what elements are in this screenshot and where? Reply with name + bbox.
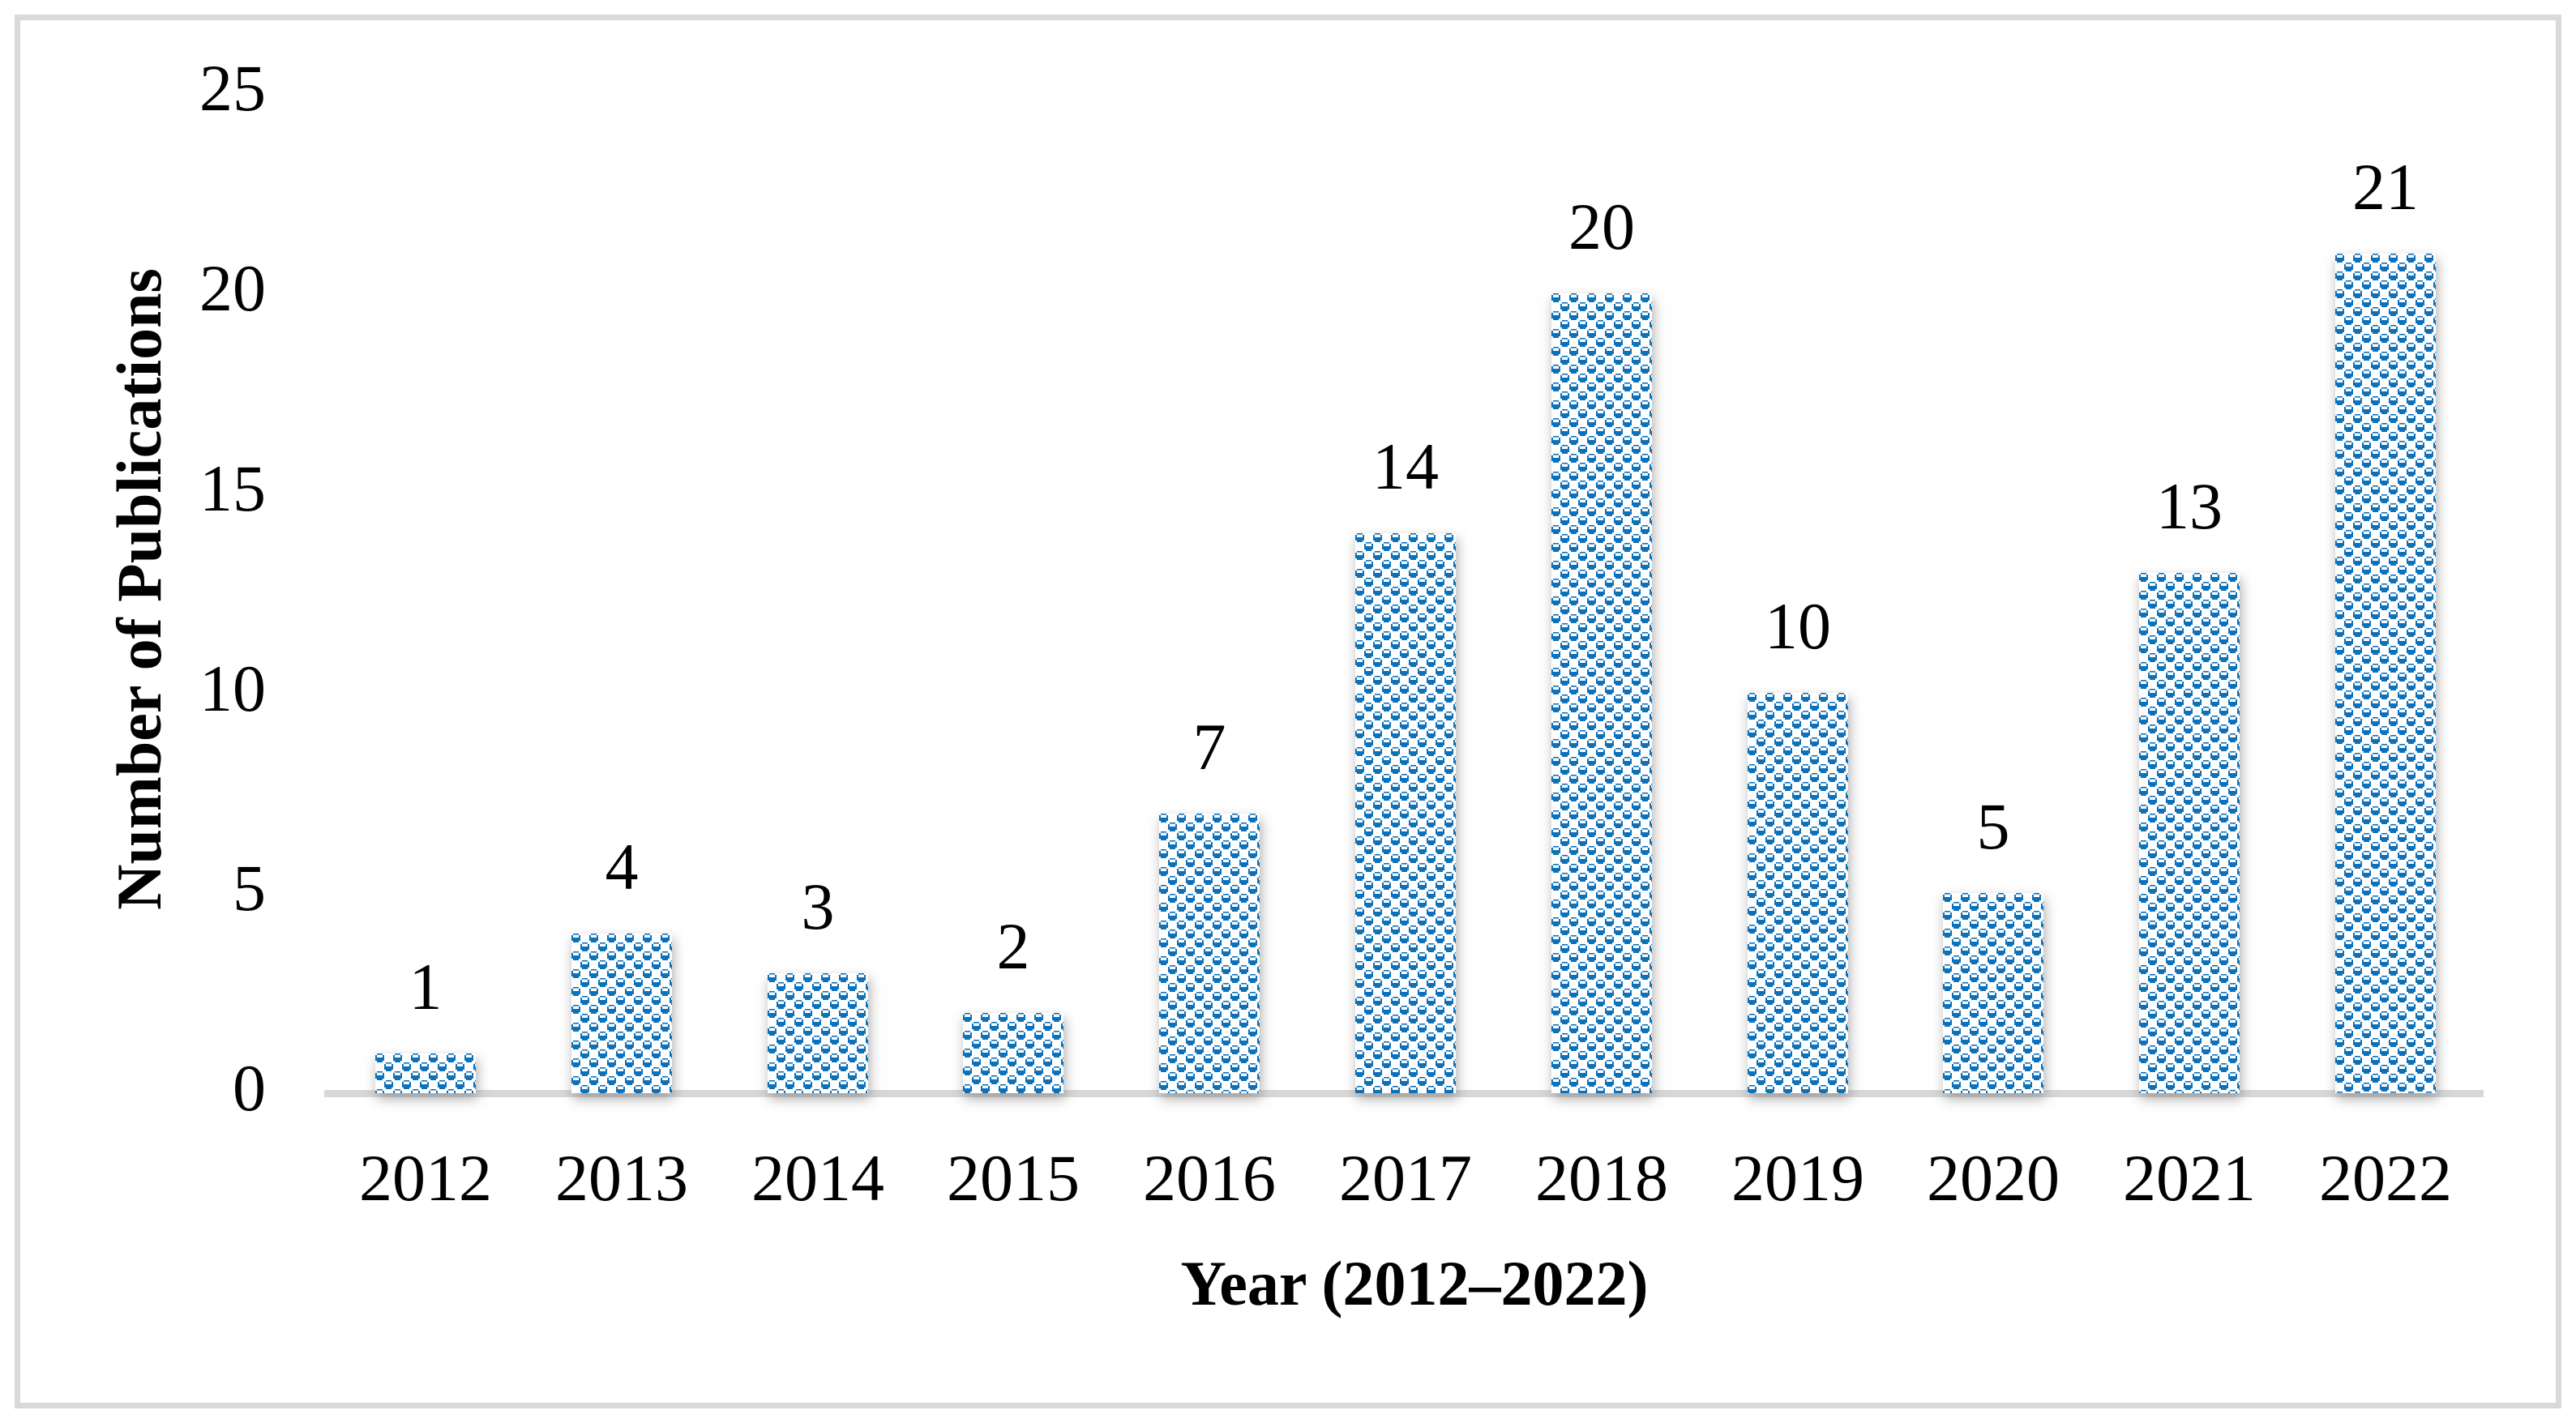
bar-value-label-2020: 5 — [1976, 789, 2010, 863]
x-tick-label-2019: 2019 — [1731, 1141, 1864, 1215]
x-tick-label-2022: 2022 — [2319, 1141, 2452, 1215]
bar-2019 — [1748, 693, 1848, 1093]
bar-value-label-2014: 3 — [801, 870, 835, 943]
bar-2022 — [2335, 254, 2436, 1093]
bar-value-label-2019: 10 — [1765, 589, 1831, 663]
bar-2014 — [768, 973, 868, 1093]
x-tick-label-2021: 2021 — [2123, 1141, 2256, 1215]
bar-value-label-2015: 2 — [996, 909, 1030, 983]
bar-2017 — [1355, 533, 1456, 1093]
bar-2021 — [2139, 573, 2240, 1093]
y-tick-label-5: 5 — [233, 851, 266, 925]
bar-value-label-2013: 4 — [605, 830, 639, 904]
chart-border — [15, 15, 2561, 1408]
x-tick-label-2013: 2013 — [555, 1141, 688, 1215]
bar-2015 — [963, 1013, 1063, 1093]
bar-value-label-2016: 7 — [1192, 710, 1226, 784]
x-tick-label-2012: 2012 — [359, 1141, 492, 1215]
bar-value-label-2018: 20 — [1568, 190, 1635, 263]
y-tick-label-0: 0 — [233, 1051, 266, 1125]
y-axis-title: Number of Publications — [104, 268, 174, 910]
bar-value-label-2012: 1 — [409, 950, 443, 1023]
y-tick-label-20: 20 — [199, 251, 266, 325]
bar-value-label-2017: 14 — [1372, 429, 1439, 503]
bar-2016 — [1159, 814, 1260, 1093]
x-tick-label-2017: 2017 — [1339, 1141, 1472, 1215]
y-tick-label-10: 10 — [199, 652, 266, 725]
bar-value-label-2022: 21 — [2352, 150, 2419, 224]
x-axis-line — [324, 1090, 2484, 1097]
x-axis-title: Year (2012–2022) — [1180, 1248, 1649, 1318]
y-tick-label-25: 25 — [199, 51, 266, 125]
bar-value-label-2021: 13 — [2156, 469, 2223, 543]
bar-2018 — [1551, 293, 1652, 1093]
bar-2013 — [571, 934, 672, 1093]
x-tick-label-2018: 2018 — [1535, 1141, 1668, 1215]
x-tick-label-2020: 2020 — [1927, 1141, 2060, 1215]
bar-2020 — [1943, 893, 2043, 1093]
x-tick-label-2016: 2016 — [1143, 1141, 1276, 1215]
x-tick-label-2015: 2015 — [947, 1141, 1080, 1215]
x-tick-label-2014: 2014 — [751, 1141, 884, 1215]
y-tick-label-15: 15 — [199, 451, 266, 525]
bar-2012 — [375, 1053, 476, 1093]
